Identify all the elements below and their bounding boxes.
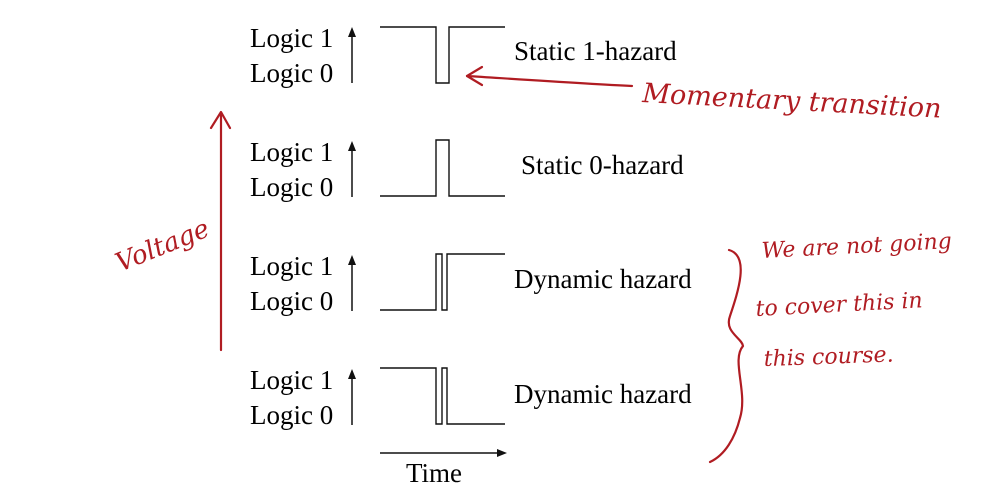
time-axis: Time (380, 449, 507, 488)
row-static-1-hazard: Logic 1 Logic 0 Static 1-hazard (250, 23, 677, 88)
time-label: Time (406, 458, 462, 488)
logic-1-label: Logic 1 (250, 365, 333, 395)
level-axis-arrow (348, 255, 356, 311)
voltage-annotation: Voltage (111, 110, 232, 352)
hazard-name: Dynamic hazard (514, 379, 692, 409)
logic-0-label: Logic 0 (250, 286, 333, 316)
voltage-label: Voltage (111, 214, 213, 279)
note-line-2: to cover this in (755, 288, 923, 322)
logic-1-label: Logic 1 (250, 23, 333, 53)
waveform-static-0 (380, 139, 505, 197)
waveform-static-1 (380, 26, 505, 84)
logic-0-label: Logic 0 (250, 58, 333, 88)
logic-1-label: Logic 1 (250, 251, 333, 281)
row-dynamic-hazard-falling: Logic 1 Logic 0 Dynamic hazard (250, 365, 692, 430)
waveform-dynamic-falling (380, 367, 505, 425)
hazard-name: Static 1-hazard (514, 36, 677, 66)
momentary-annotation: Momentary transition (465, 65, 943, 125)
waveform-dynamic-rising (380, 253, 505, 311)
logic-0-label: Logic 0 (250, 400, 333, 430)
row-static-0-hazard: Logic 1 Logic 0 Static 0-hazard (250, 137, 684, 202)
level-axis-arrow (348, 27, 356, 83)
hazard-name: Static 0-hazard (521, 150, 684, 180)
note-line-1: We are not going (761, 229, 952, 264)
note-line-3: this course. (763, 342, 894, 372)
curly-brace (708, 248, 745, 464)
row-dynamic-hazard-rising: Logic 1 Logic 0 Dynamic hazard (250, 251, 692, 316)
note-annotation: We are not going to cover this in this c… (708, 229, 952, 464)
logic-0-label: Logic 0 (250, 172, 333, 202)
level-axis-arrow (348, 141, 356, 197)
momentary-label: Momentary transition (641, 78, 943, 125)
hazard-name: Dynamic hazard (514, 264, 692, 294)
level-axis-arrow (348, 369, 356, 425)
logic-1-label: Logic 1 (250, 137, 333, 167)
momentary-arrow (465, 74, 634, 88)
